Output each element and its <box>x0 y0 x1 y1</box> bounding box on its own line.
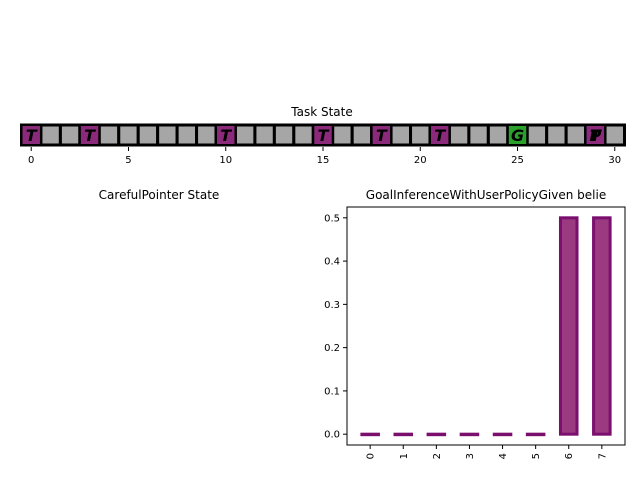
grid-x-tick-label: 30 <box>608 155 621 166</box>
grid-cell <box>253 123 276 147</box>
careful-pointer-panel: CarefulPointer State <box>99 188 220 202</box>
belief-bar <box>459 432 480 437</box>
grid-cell <box>331 123 354 147</box>
belief-y-axis: 0.0 0.1 0.2 0.3 0.4 0.5 <box>324 213 347 441</box>
grid-cell <box>486 123 510 147</box>
grid-cell <box>58 123 82 147</box>
belief-x-axis: 0 1 2 3 4 5 6 7 <box>366 445 608 459</box>
task-grid: T T T T T T G PT <box>20 123 627 147</box>
grid-cell <box>156 123 179 147</box>
grid-cell <box>525 123 549 147</box>
belief-x-tick-label: 0 <box>366 453 377 459</box>
belief-y-tick-label: 0.5 <box>324 213 340 224</box>
grid-cell <box>350 123 374 147</box>
belief-bar <box>426 432 447 437</box>
belief-x-tick-label: 5 <box>531 453 542 459</box>
grid-marker-t <box>217 126 235 144</box>
grid-cell <box>39 123 62 147</box>
grid-x-tick-label: 25 <box>511 155 524 166</box>
belief-y-tick-label: 0.2 <box>324 343 340 354</box>
belief-x-tick-label: 4 <box>498 453 509 459</box>
belief-x-tick-label: 7 <box>597 453 608 459</box>
grid-cell <box>389 123 413 147</box>
grid-marker-label: T <box>26 126 38 145</box>
belief-bar <box>360 432 380 437</box>
grid-cell <box>467 123 490 147</box>
grid-cell <box>233 123 257 147</box>
belief-bar <box>525 432 546 437</box>
grid-x-tick-label: 15 <box>317 155 330 166</box>
grid-marker-label: T <box>84 126 96 145</box>
grid-cell <box>292 123 315 147</box>
belief-bars <box>360 216 612 437</box>
task-state-panel: Task State T T T T T T G PT 0 5 10 15 20 25 30 <box>20 105 627 166</box>
belief-x-tick-label: 2 <box>432 453 443 459</box>
grid-x-tick-label: 0 <box>28 155 34 166</box>
grid-marker-t <box>22 126 40 144</box>
belief-y-tick-label: 0.1 <box>324 386 340 397</box>
grid-marker-label: G <box>511 126 524 145</box>
belief-title: GoalInferenceWithUserPolicyGiven belie <box>366 188 606 202</box>
grid-marker-label: T <box>318 126 330 145</box>
grid-cell <box>603 123 627 147</box>
belief-y-tick-label: 0.4 <box>324 257 340 268</box>
belief-panel: GoalInferenceWithUserPolicyGiven belie 0… <box>324 188 626 459</box>
grid-cell <box>117 123 140 147</box>
belief-bar <box>393 432 414 437</box>
belief-y-tick-label: 0.3 <box>324 300 340 311</box>
grid-cell <box>136 123 160 147</box>
grid-marker-t <box>586 126 605 144</box>
grid-cell <box>272 123 296 147</box>
belief-x-tick-label: 6 <box>564 453 575 459</box>
grid-marker-label: T <box>376 126 388 145</box>
grid-cell <box>195 123 218 147</box>
grid-x-tick-label: 5 <box>125 155 131 166</box>
grid-cell <box>175 123 199 147</box>
task-grid-x-axis: 0 5 10 15 20 25 30 <box>28 147 621 166</box>
belief-y-tick-label: 0.0 <box>324 430 340 441</box>
belief-bar <box>492 432 513 437</box>
grid-cell <box>447 123 471 147</box>
belief-bar <box>558 216 579 436</box>
grid-marker-label: T <box>434 126 446 145</box>
grid-marker-label: P <box>589 126 601 145</box>
belief-x-tick-label: 1 <box>399 453 410 459</box>
grid-marker-t <box>430 126 449 144</box>
task-state-title: Task State <box>290 105 352 119</box>
belief-bar <box>592 216 612 436</box>
grid-x-tick-label: 10 <box>219 155 232 166</box>
grid-cell <box>545 123 568 147</box>
grid-marker-label: T <box>220 126 232 145</box>
belief-x-tick-label: 3 <box>465 453 476 459</box>
grid-marker-t <box>372 126 391 144</box>
grid-marker-label: T <box>590 126 602 145</box>
grid-marker-t <box>314 126 332 144</box>
grid-cell <box>564 123 588 147</box>
grid-cell <box>97 123 121 147</box>
careful-pointer-title: CarefulPointer State <box>99 188 220 202</box>
grid-x-tick-label: 20 <box>414 155 427 166</box>
grid-marker-g <box>508 126 527 144</box>
grid-marker-t <box>80 126 99 144</box>
grid-cell <box>409 123 432 147</box>
belief-plot-frame <box>346 206 626 446</box>
